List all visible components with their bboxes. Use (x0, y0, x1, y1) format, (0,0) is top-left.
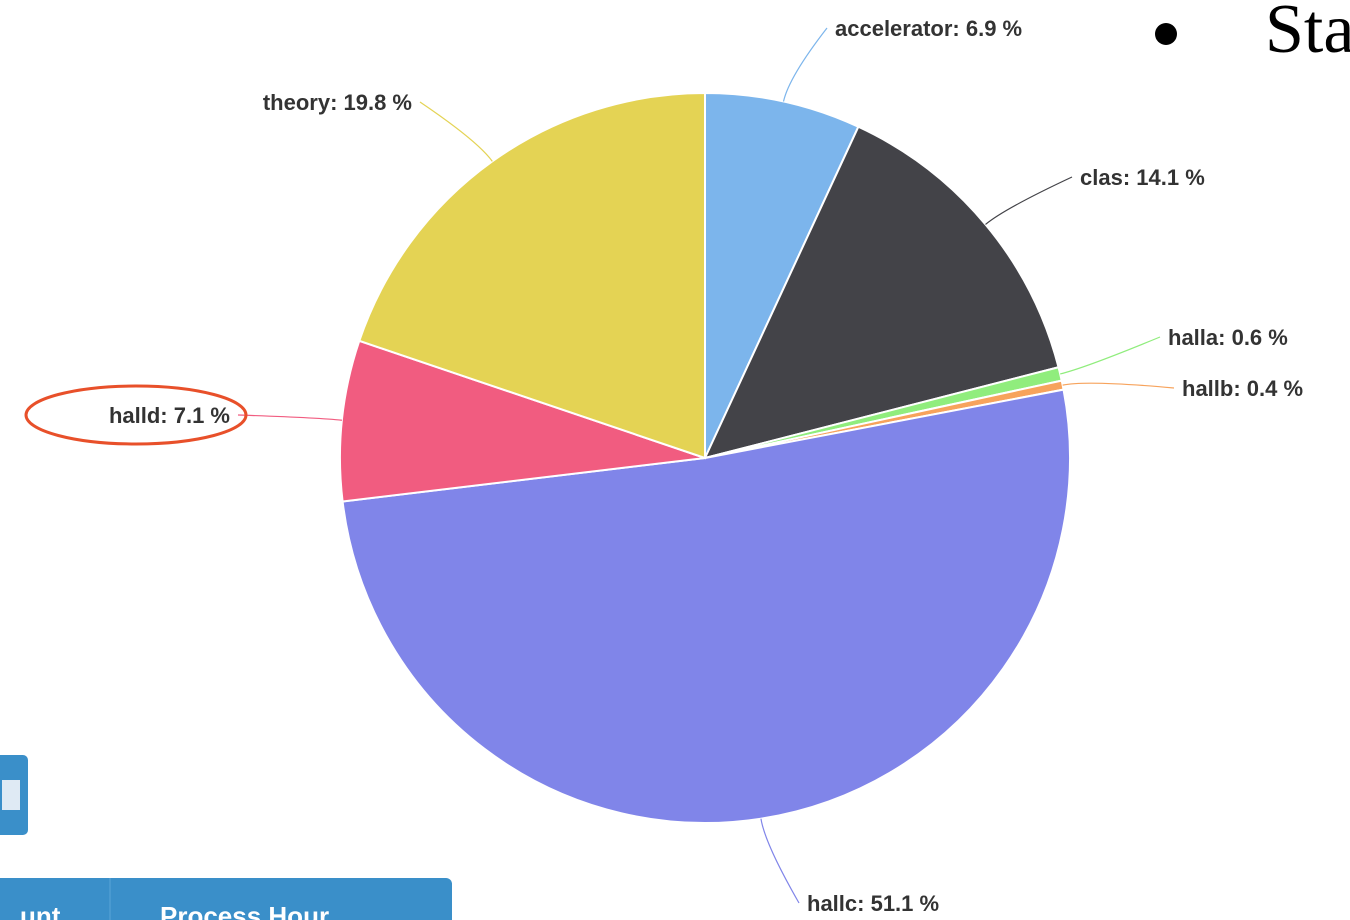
category-name: halld (109, 403, 160, 428)
data-label: accelerator: 6.9 % (835, 16, 1022, 41)
data-label: hallb: 0.4 % (1182, 376, 1303, 401)
data-label: theory: 19.8 % (263, 90, 412, 115)
value-label: : 6.9 % (952, 16, 1022, 41)
pie-slice (358, 91, 706, 460)
connector (1060, 336, 1161, 375)
category-name: hallc (807, 891, 857, 916)
connector (782, 27, 828, 102)
connector (985, 176, 1073, 225)
connector (419, 101, 493, 162)
highlight-ellipse (24, 384, 248, 446)
value-label: : 0.6 % (1218, 325, 1288, 350)
data-label: halla: 0.6 % (1168, 325, 1288, 350)
value-label: : 0.4 % (1233, 376, 1303, 401)
pie: accelerator: 6.9 % clas: 14.1 % halla: 0.6… (109, 16, 1303, 916)
slide-bullet (1155, 23, 1177, 45)
slide-text: Sta (1265, 0, 1350, 68)
category-name: theory (263, 90, 331, 115)
data-label: hallc: 51.1 % (807, 891, 939, 916)
connector (237, 414, 343, 421)
pie-slice (339, 339, 706, 503)
data-label: halld: 7.1 % (109, 403, 230, 428)
value-label: : 51.1 % (857, 891, 939, 916)
connector (760, 818, 800, 904)
calendar-icon (2, 780, 20, 810)
value-label: : 14.1 % (1123, 165, 1205, 190)
category-name: hallb (1182, 376, 1233, 401)
connector (1062, 382, 1175, 389)
table-header (0, 878, 452, 920)
table-header-cell: Process Hour (160, 901, 329, 920)
pie-slice (703, 125, 1060, 460)
value-label: : 19.8 % (330, 90, 412, 115)
data-label: clas: 14.1 % (1080, 165, 1205, 190)
category-name: clas (1080, 165, 1123, 190)
value-label: : 7.1 % (160, 403, 230, 428)
category-name: accelerator (835, 16, 953, 41)
category-name: halla (1168, 325, 1219, 350)
table-header-cell: unt (20, 901, 61, 920)
